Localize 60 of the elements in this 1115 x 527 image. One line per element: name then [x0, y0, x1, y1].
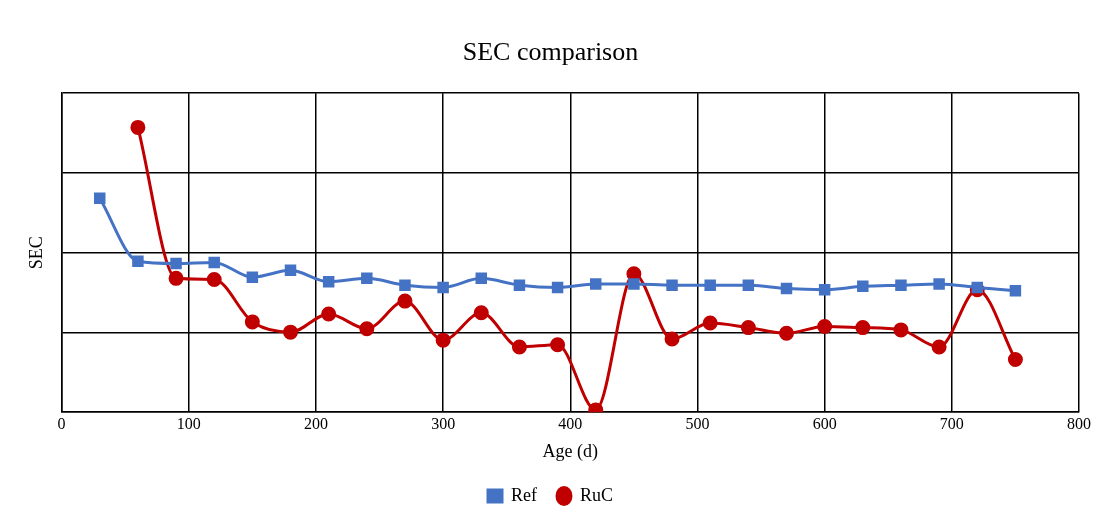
point — [704, 279, 716, 291]
point — [244, 314, 260, 330]
point — [628, 278, 640, 290]
point — [246, 271, 259, 283]
point — [702, 315, 718, 331]
point — [550, 337, 566, 353]
y-axis-title: SEC — [25, 236, 46, 270]
point — [933, 278, 945, 290]
point — [322, 276, 335, 288]
point — [855, 320, 871, 336]
point — [170, 257, 182, 270]
point — [742, 279, 755, 291]
point — [511, 339, 527, 355]
point — [1009, 285, 1022, 297]
x-axis-title: Age (d) — [542, 440, 599, 462]
x-tick-label: 600 — [812, 415, 837, 432]
point — [817, 318, 833, 334]
point — [283, 324, 299, 340]
point — [740, 320, 756, 336]
point — [206, 271, 222, 287]
chart-title: SEC comparison — [462, 37, 639, 67]
point — [779, 325, 794, 341]
x-tick-label: 800 — [1067, 415, 1091, 432]
point — [399, 279, 411, 291]
point — [664, 331, 680, 347]
point — [397, 293, 413, 309]
x-tick-label: 700 — [939, 415, 964, 432]
x-tick-label: 500 — [685, 415, 710, 432]
legend-label: RuC — [579, 484, 613, 505]
point — [208, 256, 220, 269]
point — [132, 255, 144, 267]
x-tick-label: 0 — [57, 415, 66, 432]
point — [971, 281, 983, 294]
point — [818, 283, 831, 296]
point — [1007, 352, 1023, 368]
point — [589, 278, 602, 290]
point — [435, 332, 451, 348]
point — [893, 322, 909, 338]
point — [895, 279, 907, 291]
point — [284, 264, 297, 277]
point — [437, 281, 449, 294]
point — [473, 305, 489, 321]
point — [780, 282, 793, 295]
point — [168, 270, 184, 286]
point — [475, 272, 488, 285]
point — [666, 279, 678, 291]
legend-label: Ref — [511, 484, 537, 505]
point — [359, 321, 375, 337]
point — [94, 192, 106, 205]
point — [513, 279, 526, 291]
point — [857, 280, 869, 293]
x-tick-label: 300 — [431, 415, 456, 432]
point — [551, 281, 564, 294]
x-tick-label: 100 — [176, 415, 201, 432]
point — [361, 272, 373, 285]
x-tick-label: 400 — [558, 415, 583, 432]
point — [931, 339, 947, 355]
point — [321, 306, 337, 322]
x-tick-label: 200 — [303, 415, 328, 432]
point — [130, 119, 146, 135]
